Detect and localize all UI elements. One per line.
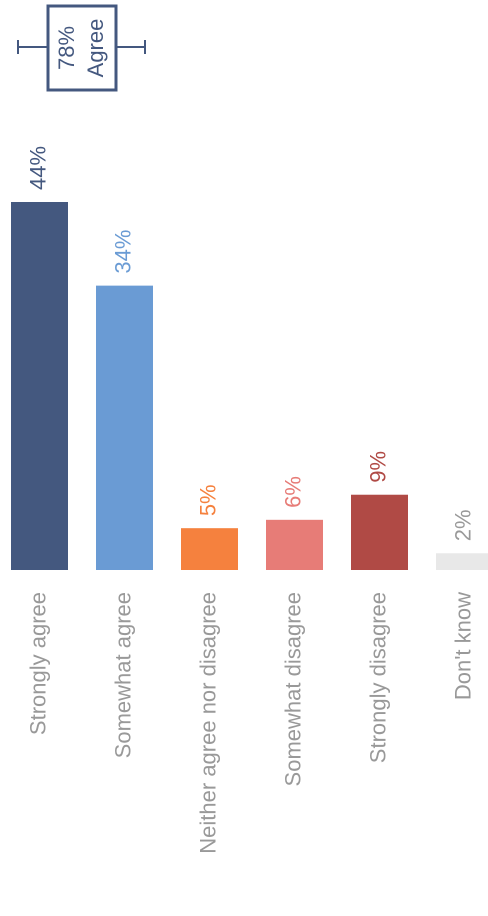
category-label: Don't know — [450, 592, 475, 700]
value-label: 34% — [110, 230, 135, 274]
value-label: 9% — [365, 451, 390, 483]
bar — [266, 519, 323, 570]
category-label: Strongly agree — [25, 592, 50, 735]
value-label: 5% — [195, 484, 220, 516]
value-label: 6% — [280, 476, 305, 508]
category-label: Strongly disagree — [365, 592, 390, 763]
bar — [96, 285, 153, 570]
annotation-text: Agree — [83, 19, 108, 78]
category-label: Neither agree nor disagree — [195, 592, 220, 854]
agree-bracket — [17, 4, 146, 92]
category-label: Somewhat agree — [110, 592, 135, 758]
annotation-value: 78% — [54, 26, 79, 70]
bar — [351, 494, 408, 570]
bar — [436, 553, 488, 570]
bar — [181, 528, 238, 570]
category-label: Somewhat disagree — [280, 592, 305, 786]
bar — [11, 202, 68, 570]
annotation-box — [46, 4, 118, 92]
value-label: 44% — [25, 146, 50, 190]
value-label: 2% — [450, 509, 475, 541]
